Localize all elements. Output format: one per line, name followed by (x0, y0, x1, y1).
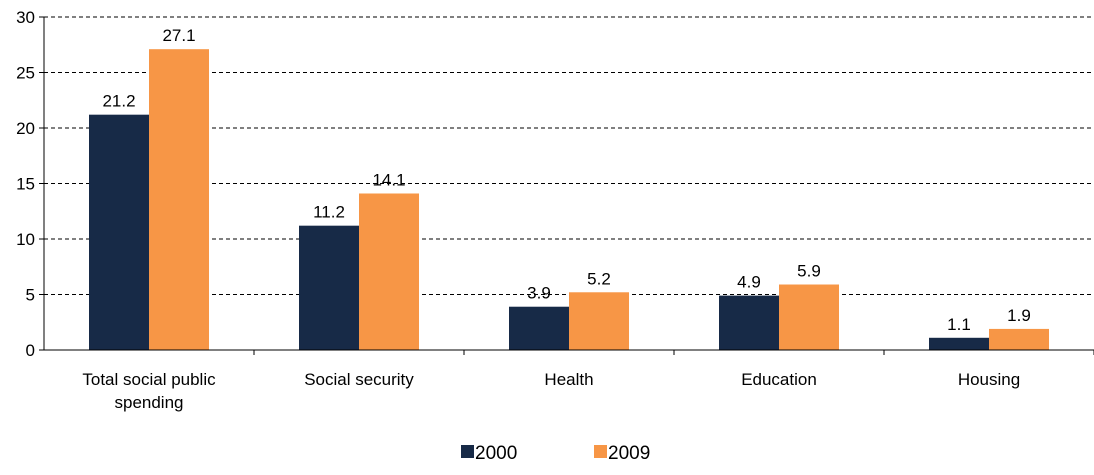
bar-2009 (989, 328, 1049, 350)
axes: 0 5 10 15 20 25 30 Total social public spending S… (16, 8, 1094, 412)
y-tick-label: 5 (26, 286, 35, 305)
legend-label: 2000 (475, 443, 517, 464)
bars (89, 49, 1049, 351)
y-tick-label: 0 (26, 341, 35, 360)
legend: 2000 2009 (461, 443, 650, 464)
data-label: 4.9 (737, 273, 761, 292)
bar-2000 (929, 337, 989, 350)
x-tick-label: Total social public (82, 370, 216, 389)
bar-2000 (89, 114, 149, 351)
y-tick-label: 30 (16, 8, 35, 27)
y-tick-label: 20 (16, 119, 35, 138)
y-tick-label: 10 (16, 230, 35, 249)
y-tick-label: 25 (16, 64, 35, 83)
bar-2000 (299, 225, 359, 350)
x-tick-label: Health (544, 370, 593, 389)
data-label: 3.9 (527, 284, 551, 303)
legend-swatch (594, 445, 607, 458)
x-tick-label: spending (114, 393, 183, 412)
bar-2000 (719, 295, 779, 350)
data-label: 27.1 (162, 26, 195, 45)
bar-2009 (569, 292, 629, 350)
data-label: 1.9 (1007, 306, 1031, 325)
data-label: 14.1 (372, 170, 405, 189)
data-label: 5.9 (797, 262, 821, 281)
y-tick-label: 15 (16, 175, 35, 194)
x-tick-label: Housing (958, 370, 1020, 389)
x-tick-label: Social security (304, 370, 414, 389)
data-label: 11.2 (313, 203, 345, 222)
data-label: 21.2 (102, 92, 135, 111)
bar-2000 (509, 306, 569, 350)
bar-2009 (359, 193, 419, 350)
data-label: 1.1 (947, 315, 971, 334)
legend-swatch (461, 445, 474, 458)
bar-2009 (149, 49, 209, 350)
bar-2009 (779, 284, 839, 350)
data-labels: 21.2 27.1 11.2 14.1 3.9 5.2 4.9 5.9 1.1 1.9 (102, 26, 1030, 334)
gridlines (44, 16, 1094, 295)
legend-label: 2009 (608, 443, 650, 464)
x-tick-label: Education (741, 370, 817, 389)
data-label: 5.2 (587, 269, 611, 288)
